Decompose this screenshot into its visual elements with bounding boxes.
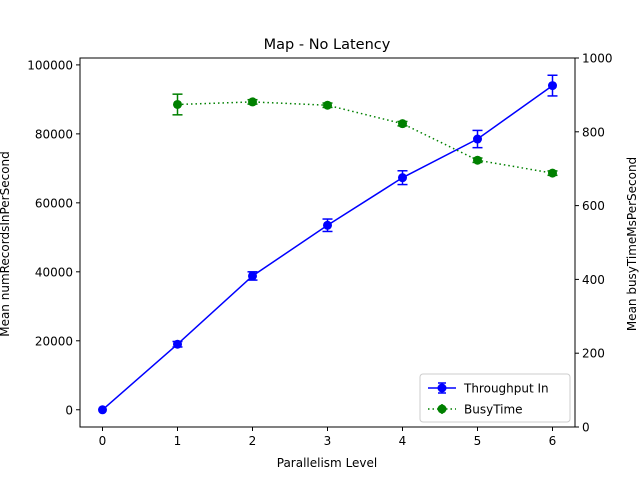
x-tick-label: 3 [324, 434, 332, 448]
y-right-tick-label: 800 [582, 125, 605, 139]
x-tick-label: 4 [399, 434, 407, 448]
y-axis-left-label: Mean numRecordsInPerSecond [0, 151, 12, 337]
y-axis-right-label: Mean busyTimeMsPerSecond [625, 157, 639, 331]
x-tick-label: 6 [549, 434, 557, 448]
y-right-tick-label: 0 [582, 421, 590, 435]
y-left-tick-label: 0 [65, 403, 73, 417]
y-right-tick-label: 600 [582, 199, 605, 213]
legend-busytime-label: BusyTime [464, 403, 523, 417]
throughput-in-point [248, 271, 257, 281]
busytime-line [177, 101, 553, 174]
busytime-point [323, 100, 332, 110]
chart-title: Map - No Latency [264, 37, 391, 53]
legend-box [419, 373, 571, 423]
y-right-tick-label: 200 [582, 347, 605, 361]
throughput-in-point [548, 81, 557, 91]
throughput-in-point [98, 405, 107, 415]
throughput-in-point [173, 339, 182, 349]
throughput-in-line [102, 84, 553, 411]
x-tick-label: 0 [99, 434, 107, 448]
throughput-in-point [398, 173, 407, 183]
y-right-tick-label: 1000 [582, 52, 613, 66]
y-right-tick-label: 400 [582, 273, 605, 287]
x-tick-label: 5 [474, 434, 482, 448]
x-tick-label: 2 [249, 434, 257, 448]
busytime-point [473, 155, 482, 165]
busytime-point [548, 168, 557, 178]
x-axis-label: Parallelism Level [277, 456, 378, 470]
y-left-tick-label: 60000 [35, 196, 73, 210]
y-left-tick-label: 20000 [35, 334, 73, 348]
y-left-tick-label: 40000 [35, 265, 73, 279]
legend-throughput-in-marker [437, 383, 447, 393]
plot-area: 0 1 2 3 4 5 6 0 20000 40000 60000 80000 100000 0 200 40… [27, 52, 612, 449]
plot-frame [79, 57, 576, 428]
legend-throughput-in-label: Throughput In [463, 382, 549, 396]
legend-busytime-marker [437, 404, 447, 414]
x-tick-label: 1 [174, 434, 182, 448]
busytime-point [398, 119, 407, 129]
legend: Throughput In BusyTime [419, 373, 571, 423]
y-left-tick-label: 80000 [35, 127, 73, 141]
busytime-point [173, 99, 182, 109]
throughput-in-point [473, 134, 482, 144]
throughput-in-point [323, 220, 332, 230]
y-left-tick-label: 100000 [27, 58, 73, 72]
busytime-point [248, 97, 257, 107]
